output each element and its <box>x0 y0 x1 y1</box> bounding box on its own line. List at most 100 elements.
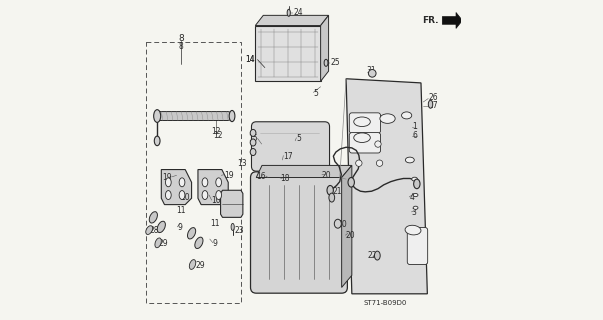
Text: 30: 30 <box>337 220 347 229</box>
Text: 11: 11 <box>210 219 219 228</box>
FancyBboxPatch shape <box>251 122 329 171</box>
Ellipse shape <box>154 136 160 146</box>
Polygon shape <box>221 190 243 217</box>
Polygon shape <box>443 12 463 28</box>
Ellipse shape <box>250 139 256 146</box>
Ellipse shape <box>414 179 420 189</box>
Polygon shape <box>342 165 352 287</box>
Text: 29: 29 <box>196 261 206 270</box>
Polygon shape <box>162 170 192 204</box>
Ellipse shape <box>374 251 380 260</box>
Ellipse shape <box>216 191 221 199</box>
Text: 22: 22 <box>368 251 377 260</box>
Ellipse shape <box>413 194 418 197</box>
Circle shape <box>368 69 376 77</box>
Text: 26: 26 <box>428 93 438 102</box>
Circle shape <box>375 141 381 147</box>
Ellipse shape <box>412 177 417 181</box>
Ellipse shape <box>354 117 370 126</box>
FancyBboxPatch shape <box>349 132 380 153</box>
Text: 20: 20 <box>322 171 332 180</box>
Text: 14: 14 <box>245 55 254 64</box>
Ellipse shape <box>216 178 221 187</box>
Text: 29: 29 <box>158 239 168 248</box>
Ellipse shape <box>405 157 414 163</box>
Ellipse shape <box>354 133 370 142</box>
Ellipse shape <box>428 100 433 108</box>
Text: 8: 8 <box>178 42 183 52</box>
Ellipse shape <box>402 112 412 119</box>
Text: 21: 21 <box>333 187 343 196</box>
Circle shape <box>376 160 383 166</box>
Ellipse shape <box>150 212 157 223</box>
Text: 28: 28 <box>150 226 159 235</box>
Text: 16: 16 <box>256 172 266 181</box>
Ellipse shape <box>229 110 235 122</box>
Ellipse shape <box>287 9 291 16</box>
Ellipse shape <box>380 114 395 123</box>
Text: 19: 19 <box>162 173 172 182</box>
Ellipse shape <box>327 186 333 195</box>
Text: 18: 18 <box>280 174 289 183</box>
FancyBboxPatch shape <box>407 228 428 265</box>
FancyBboxPatch shape <box>250 172 347 293</box>
Text: 1: 1 <box>412 122 417 132</box>
Text: 17: 17 <box>283 152 293 161</box>
Ellipse shape <box>231 223 235 230</box>
Text: 9: 9 <box>177 223 182 232</box>
Text: 5: 5 <box>314 89 318 98</box>
Text: ST71-B09D0: ST71-B09D0 <box>363 300 406 306</box>
Text: 11: 11 <box>176 206 186 215</box>
Ellipse shape <box>334 219 341 228</box>
Polygon shape <box>157 112 232 121</box>
Text: 13: 13 <box>237 159 247 168</box>
Polygon shape <box>255 15 329 26</box>
Text: 10: 10 <box>180 193 190 202</box>
Text: 14: 14 <box>245 55 254 64</box>
Text: 12: 12 <box>212 127 221 136</box>
Text: 25: 25 <box>330 58 340 67</box>
Ellipse shape <box>405 225 421 235</box>
Ellipse shape <box>348 178 355 187</box>
Text: 4: 4 <box>409 193 414 202</box>
Ellipse shape <box>324 59 328 66</box>
Text: 10: 10 <box>212 196 221 205</box>
Text: 27: 27 <box>428 101 438 110</box>
Text: 6: 6 <box>412 131 417 140</box>
Ellipse shape <box>154 110 160 123</box>
Text: 3: 3 <box>411 208 416 217</box>
Ellipse shape <box>165 178 171 187</box>
Ellipse shape <box>155 238 162 248</box>
Ellipse shape <box>188 228 195 239</box>
Ellipse shape <box>202 191 208 199</box>
Text: FR.: FR. <box>422 16 438 25</box>
Ellipse shape <box>179 178 185 187</box>
Text: 5: 5 <box>297 134 302 143</box>
Ellipse shape <box>250 148 256 156</box>
Text: 24: 24 <box>294 8 303 17</box>
Ellipse shape <box>250 129 256 136</box>
Polygon shape <box>346 79 428 294</box>
Text: 15: 15 <box>248 134 257 143</box>
Text: 19: 19 <box>224 171 234 180</box>
FancyBboxPatch shape <box>349 113 380 133</box>
Polygon shape <box>198 170 228 204</box>
Ellipse shape <box>329 193 335 202</box>
Text: 23: 23 <box>235 226 244 235</box>
Polygon shape <box>255 26 321 81</box>
Bar <box>147 42 241 303</box>
Ellipse shape <box>189 260 196 269</box>
Ellipse shape <box>202 178 208 187</box>
Circle shape <box>356 160 362 166</box>
Text: 9: 9 <box>213 239 218 248</box>
Ellipse shape <box>195 237 203 249</box>
Polygon shape <box>256 165 352 178</box>
Text: 31: 31 <box>367 66 376 75</box>
Ellipse shape <box>146 226 153 235</box>
Polygon shape <box>321 15 329 81</box>
Text: 20: 20 <box>346 231 355 240</box>
Ellipse shape <box>179 191 185 199</box>
Text: 12: 12 <box>213 131 223 140</box>
Ellipse shape <box>165 191 171 199</box>
Ellipse shape <box>157 221 165 233</box>
